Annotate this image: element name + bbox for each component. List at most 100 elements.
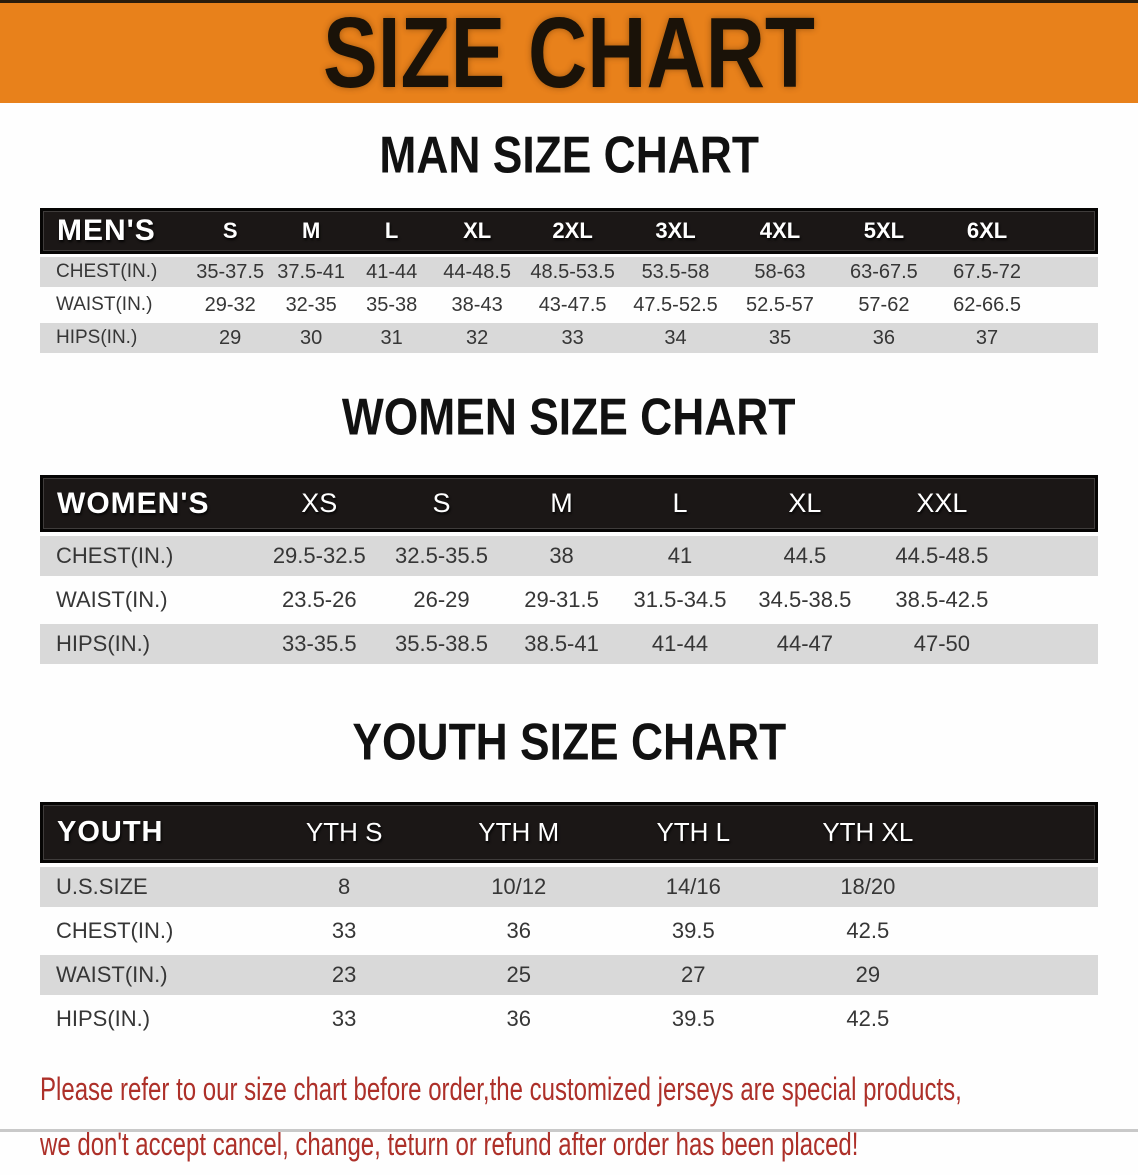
disclaimer-line-1: Please refer to our size chart before or… [40, 1071, 962, 1107]
men-row-hips-in: HIPS(IN.) 29 30 31 32 33 34 35 36 37 [40, 323, 1098, 353]
women-cell-hips-in-4: 44-47 [776, 631, 834, 656]
women-header-label: WOMEN'S [57, 486, 210, 520]
youth-row-waist-in: WAIST(IN.) 23 25 27 29 [40, 955, 1098, 995]
men-col-3xl: 3XL [655, 218, 696, 243]
men-heading-text: MAN SIZE CHART [379, 125, 759, 184]
banner: SIZE CHART [0, 0, 1138, 103]
women-cell-hips-in-3: 41-44 [651, 631, 709, 656]
men-cell-waist-in-8: 62-66.5 [953, 293, 1021, 316]
men-row-waist-in: WAIST(IN.) 29-32 32-35 35-38 38-43 43-47.5 47.… [40, 290, 1098, 320]
men-col-2xl: 2XL [552, 218, 593, 243]
disclaimer: Please refer to our size chart before or… [40, 1065, 1138, 1175]
women-cell-chest-in-2: 38 [549, 543, 574, 568]
youth-col-yth-xl: YTH XL [822, 817, 914, 847]
women-cell-chest-in-4: 44.5 [783, 543, 827, 568]
men-table-header: MEN'S S M L XL 2XL 3XL 4XL 5XL 6XL [40, 208, 1098, 254]
men-table: MEN'S S M L XL 2XL 3XL 4XL 5XL 6XL CHEST(IN.) 35-37… [40, 208, 1098, 353]
youth-table-header: YOUTH YTH S YTH M YTH L YTH XL [40, 802, 1098, 863]
women-col-s: S [432, 488, 451, 518]
men-col-4xl: 4XL [759, 218, 801, 243]
men-cell-hips-in-5: 34 [664, 326, 687, 349]
size-chart-sections: MAN SIZE CHART MEN'S S M L XL 2XL 3XL 4XL 5XL 6XL C… [0, 125, 1138, 1039]
women-section: WOMEN SIZE CHART WOMEN'S XS S M L XL XXL CHEST(I… [0, 387, 1138, 664]
women-cell-chest-in-1: 32.5-35.5 [395, 543, 488, 568]
women-row-chest-in: CHEST(IN.) 29.5-32.5 32.5-35.5 38 41 44.5 44.5… [40, 536, 1098, 576]
youth-row-chest-in: CHEST(IN.) 33 36 39.5 42.5 [40, 911, 1098, 951]
men-col-s: S [222, 218, 238, 243]
men-cell-hips-in-3: 32 [466, 326, 489, 349]
men-cell-hips-in-7: 36 [872, 326, 896, 349]
men-cell-chest-in-1: 37.5-41 [277, 260, 346, 283]
women-cell-waist-in-0: 23.5-26 [281, 587, 357, 612]
youth-row-label-hips-in: HIPS(IN.) [56, 1006, 151, 1031]
men-cell-hips-in-6: 35 [768, 326, 792, 349]
men-cell-chest-in-3: 44-48.5 [443, 260, 512, 283]
youth-header-label: YOUTH [57, 816, 164, 848]
women-col-xs: XS [301, 488, 338, 518]
men-cell-hips-in-1: 30 [300, 326, 323, 349]
men-cell-chest-in-2: 41-44 [366, 260, 418, 283]
youth-cell-chest-in-0: 33 [331, 918, 357, 943]
men-row-label-chest-in: CHEST(IN.) [56, 261, 158, 282]
youth-row-label-chest-in: CHEST(IN.) [56, 918, 174, 943]
youth-cell-hips-in-1: 36 [506, 1006, 531, 1031]
men-cell-waist-in-5: 47.5-52.5 [633, 293, 718, 316]
youth-cell-chest-in-2: 39.5 [671, 918, 715, 943]
men-cell-waist-in-6: 52.5-57 [746, 293, 814, 316]
youth-row-u-s-size: U.S.SIZE 8 10/12 14/16 18/20 [40, 867, 1098, 907]
men-heading: MAN SIZE CHART [0, 125, 1138, 191]
youth-cell-waist-in-3: 29 [855, 962, 881, 987]
women-col-l: L [672, 488, 688, 518]
women-table: WOMEN'S XS S M L XL XXL CHEST(IN.) 29.5-32.5 32.5… [40, 475, 1098, 664]
women-row-hips-in: HIPS(IN.) 33-35.5 35.5-38.5 38.5-41 41-44 44-… [40, 624, 1098, 664]
women-cell-waist-in-5: 38.5-42.5 [895, 587, 989, 612]
women-col-xxl: XXL [916, 488, 968, 518]
women-row-label-waist-in: WAIST(IN.) [56, 587, 168, 612]
women-row-label-hips-in: HIPS(IN.) [56, 631, 151, 656]
men-cell-hips-in-2: 31 [380, 326, 403, 349]
youth-table: YOUTH YTH S YTH M YTH L YTH XL U.S.SIZE 8 10/12… [40, 802, 1098, 1039]
women-table-header: WOMEN'S XS S M L XL XXL [40, 475, 1098, 532]
men-col-l: L [384, 218, 399, 243]
men-col-m: M [301, 218, 321, 243]
youth-section: YOUTH SIZE CHART YOUTH YTH S YTH M YTH L YTH … [0, 715, 1138, 1039]
youth-col-yth-l: YTH L [656, 817, 731, 847]
men-cell-chest-in-0: 35-37.5 [196, 260, 265, 283]
men-col-xl: XL [463, 218, 492, 243]
women-row-label-chest-in: CHEST(IN.) [56, 543, 174, 568]
men-cell-waist-in-7: 57-62 [858, 293, 910, 316]
youth-cell-u-s-size-0: 8 [338, 874, 351, 899]
men-col-6xl: 6XL [966, 218, 1008, 243]
women-cell-hips-in-0: 33-35.5 [281, 631, 357, 656]
women-cell-waist-in-2: 29-31.5 [524, 587, 599, 612]
women-row-waist-in: WAIST(IN.) 23.5-26 26-29 29-31.5 31.5-34.5 34… [40, 580, 1098, 620]
youth-cell-hips-in-3: 42.5 [846, 1006, 890, 1031]
men-header-label: MEN'S [57, 214, 156, 247]
youth-cell-hips-in-2: 39.5 [671, 1006, 715, 1031]
youth-cell-u-s-size-1: 10/12 [491, 874, 547, 899]
men-cell-chest-in-5: 53.5-58 [641, 260, 710, 283]
men-cell-hips-in-8: 37 [975, 326, 999, 349]
bottom-edge-line [0, 1129, 1138, 1132]
women-cell-chest-in-3: 41 [667, 543, 693, 568]
men-cell-waist-in-2: 35-38 [366, 293, 418, 316]
youth-row-label-u-s-size: U.S.SIZE [56, 874, 148, 899]
men-cell-hips-in-4: 33 [561, 326, 584, 349]
men-row-label-hips-in: HIPS(IN.) [56, 327, 138, 348]
women-heading-text: WOMEN SIZE CHART [342, 387, 796, 446]
youth-cell-hips-in-0: 33 [331, 1006, 357, 1031]
youth-heading: YOUTH SIZE CHART [0, 715, 1138, 778]
women-cell-waist-in-1: 26-29 [413, 587, 470, 612]
men-cell-hips-in-0: 29 [219, 326, 242, 349]
men-row-label-waist-in: WAIST(IN.) [56, 294, 153, 315]
women-cell-hips-in-1: 35.5-38.5 [395, 631, 488, 656]
page-title: SIZE CHART [323, 0, 815, 109]
women-col-xl: XL [788, 488, 822, 518]
women-cell-waist-in-3: 31.5-34.5 [633, 587, 727, 612]
women-cell-hips-in-2: 38.5-41 [524, 631, 599, 656]
men-cell-chest-in-6: 58-63 [754, 260, 806, 283]
men-cell-waist-in-1: 32-35 [285, 293, 337, 316]
youth-cell-waist-in-2: 27 [681, 962, 706, 987]
youth-row-label-waist-in: WAIST(IN.) [56, 962, 168, 987]
